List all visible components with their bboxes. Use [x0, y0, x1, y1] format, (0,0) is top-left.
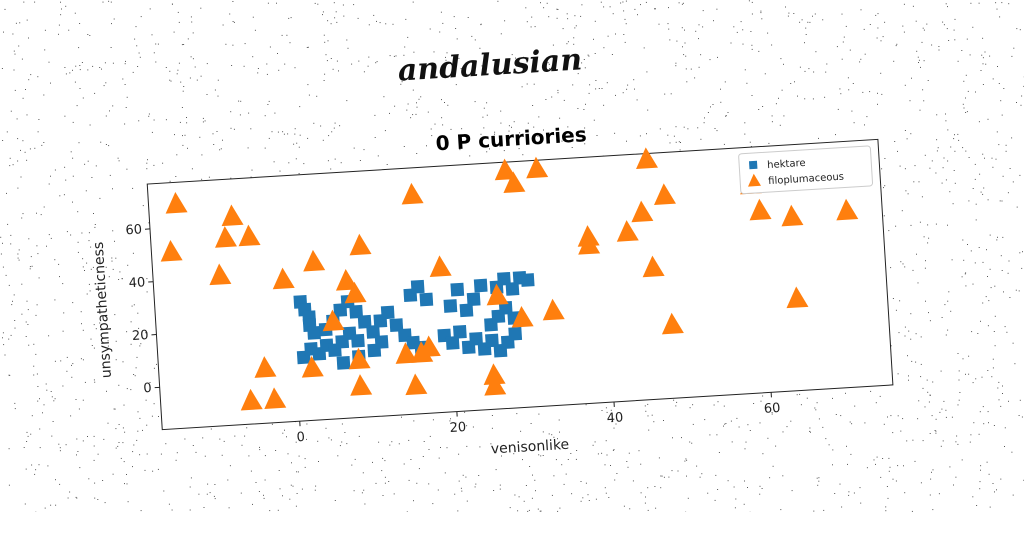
hektare-point — [474, 279, 488, 293]
hektare-point — [337, 356, 351, 370]
hektare-point — [508, 327, 522, 341]
x-tick-label: 40 — [606, 410, 623, 426]
hektare-point — [307, 326, 321, 340]
y-tick-label: 40 — [128, 275, 145, 291]
x-tick-label: 20 — [449, 420, 466, 436]
hektare-point — [521, 273, 535, 287]
x-tick-label: 60 — [763, 401, 780, 417]
hektare-point — [411, 280, 425, 294]
x-axis-label: venisonlike — [490, 437, 569, 458]
chart-container: 0 P curriories 0 20 40 60 0 20 40 60 venisonli… — [0, 0, 1024, 512]
y-tick-label: 0 — [143, 381, 152, 396]
legend-box — [739, 146, 873, 194]
hektare-point — [450, 283, 464, 297]
hektare-point — [375, 335, 389, 349]
y-tick-label: 60 — [125, 222, 142, 238]
hektare-point — [419, 293, 433, 307]
x-tick-label: 0 — [296, 430, 305, 445]
hektare-point — [467, 292, 481, 306]
hektare-point — [381, 306, 395, 320]
hektare-point — [453, 325, 467, 339]
y-axis-label: unsympatheticness — [91, 241, 115, 378]
legend-label-hektare: hektare — [767, 158, 806, 171]
y-tick-label: 20 — [132, 328, 149, 344]
hektare-point — [444, 299, 458, 313]
legend-marker-hektare — [749, 161, 757, 169]
hektare-point — [351, 334, 365, 348]
chart-title: 0 P curriories — [435, 122, 587, 155]
